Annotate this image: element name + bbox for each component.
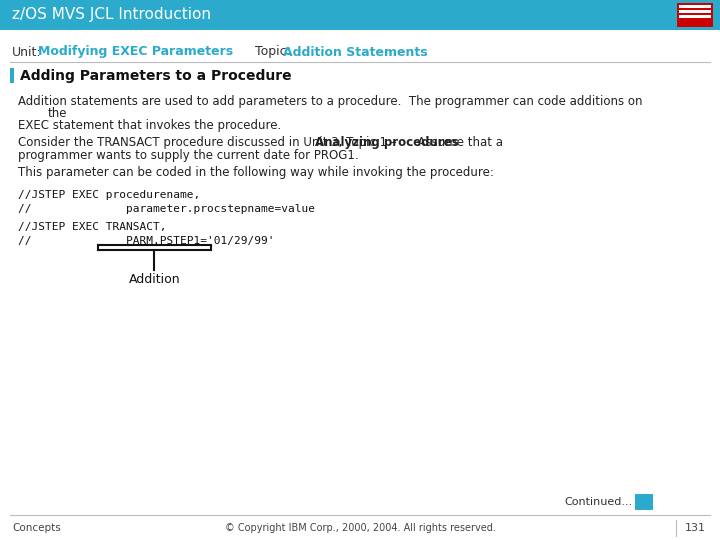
Bar xyxy=(679,5,711,8)
Text: EXEC statement that invokes the procedure.: EXEC statement that invokes the procedur… xyxy=(18,119,282,132)
Text: Adding Parameters to a Procedure: Adding Parameters to a Procedure xyxy=(20,69,292,83)
Text: Topic:: Topic: xyxy=(255,45,291,58)
Bar xyxy=(0,0,720,30)
Text: //JSTEP EXEC TRANSACT,: //JSTEP EXEC TRANSACT, xyxy=(18,222,166,232)
Text: Unit:: Unit: xyxy=(12,45,42,58)
Text: . Assume that a: . Assume that a xyxy=(410,136,503,149)
Text: Addition statements are used to add parameters to a procedure.  The programmer c: Addition statements are used to add para… xyxy=(18,95,642,108)
Text: This parameter can be coded in the following way while invoking the procedure:: This parameter can be coded in the follo… xyxy=(18,166,494,179)
Text: z/OS MVS JCL Introduction: z/OS MVS JCL Introduction xyxy=(12,8,211,23)
Bar xyxy=(679,15,711,18)
Text: //JSTEP EXEC procedurename,: //JSTEP EXEC procedurename, xyxy=(18,190,200,200)
Text: Addition Statements: Addition Statements xyxy=(283,45,428,58)
Text: the: the xyxy=(48,107,68,120)
Text: Addition: Addition xyxy=(129,273,180,286)
Text: 131: 131 xyxy=(685,523,706,533)
Text: //              parameter.procstepname=value: // parameter.procstepname=value xyxy=(18,204,315,214)
Text: //              PARM.PSTEP1='01/29/99': // PARM.PSTEP1='01/29/99' xyxy=(18,236,274,246)
Text: Consider the TRANSACT procedure discussed in Unit 3, Topic 1 –: Consider the TRANSACT procedure discusse… xyxy=(18,136,400,149)
Bar xyxy=(679,10,711,13)
Text: Modifying EXEC Parameters: Modifying EXEC Parameters xyxy=(38,45,233,58)
Text: Analyzing procedures: Analyzing procedures xyxy=(315,136,459,149)
Text: programmer wants to supply the current date for PROG1.: programmer wants to supply the current d… xyxy=(18,149,359,162)
Text: © Copyright IBM Corp., 2000, 2004. All rights reserved.: © Copyright IBM Corp., 2000, 2004. All r… xyxy=(225,523,495,533)
Text: Continued...: Continued... xyxy=(564,497,633,507)
Text: Concepts: Concepts xyxy=(12,523,60,533)
Bar xyxy=(10,68,14,83)
Bar xyxy=(677,3,713,27)
Bar xyxy=(635,494,653,510)
